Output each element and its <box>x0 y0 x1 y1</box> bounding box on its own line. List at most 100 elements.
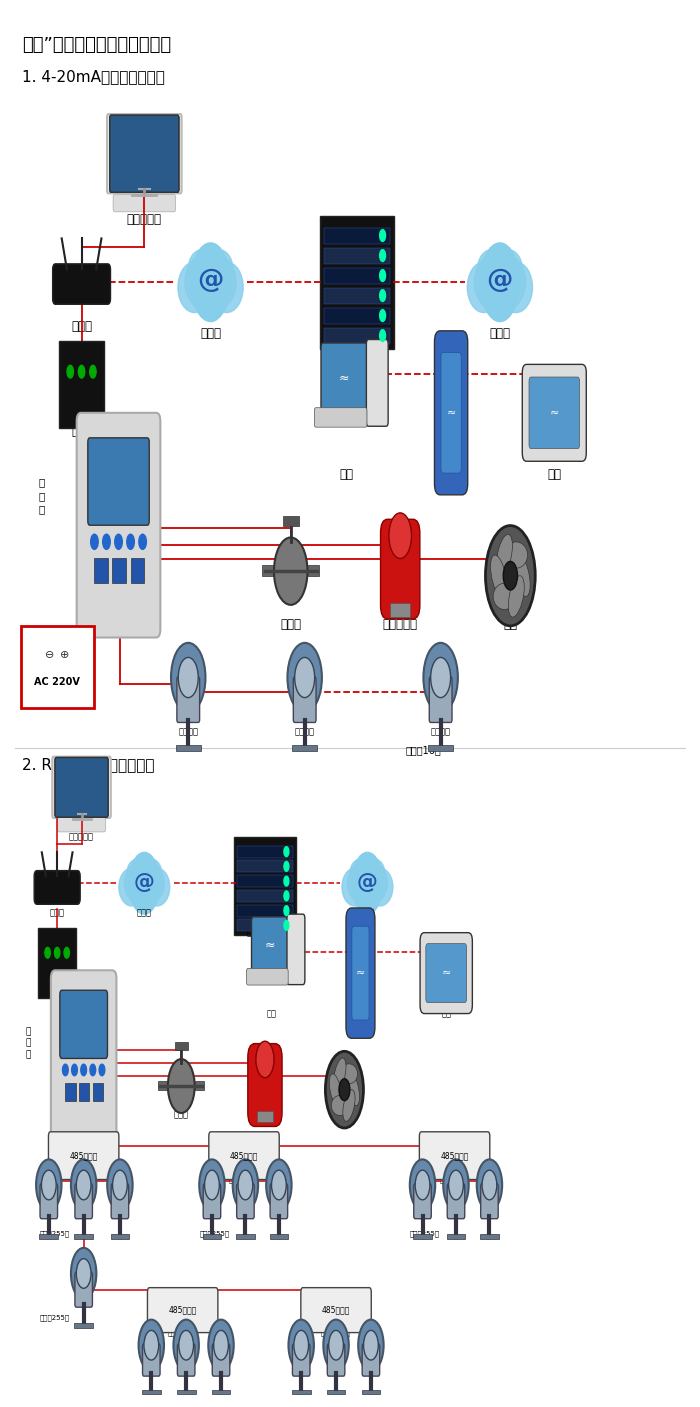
Bar <box>480 1234 499 1240</box>
Ellipse shape <box>119 868 145 906</box>
Bar <box>324 287 390 304</box>
Circle shape <box>284 891 289 900</box>
Ellipse shape <box>496 535 512 575</box>
Bar <box>308 564 319 575</box>
Circle shape <box>103 535 110 549</box>
Text: ≈: ≈ <box>442 968 451 978</box>
FancyBboxPatch shape <box>301 1287 371 1332</box>
Circle shape <box>363 1331 378 1361</box>
Bar <box>292 744 317 751</box>
Circle shape <box>410 1159 435 1210</box>
FancyBboxPatch shape <box>52 265 111 304</box>
Ellipse shape <box>347 1074 360 1106</box>
FancyBboxPatch shape <box>381 519 420 619</box>
FancyBboxPatch shape <box>426 944 467 1003</box>
Bar <box>142 1390 161 1394</box>
Text: 转换器: 转换器 <box>71 425 92 439</box>
FancyBboxPatch shape <box>447 1183 465 1218</box>
Circle shape <box>477 1159 502 1210</box>
Circle shape <box>284 906 289 916</box>
Bar <box>324 267 390 284</box>
Circle shape <box>127 535 134 549</box>
Circle shape <box>486 526 536 626</box>
Ellipse shape <box>125 861 164 906</box>
FancyBboxPatch shape <box>293 1344 310 1376</box>
Text: 485中继器: 485中继器 <box>230 1151 258 1161</box>
Circle shape <box>214 1331 228 1361</box>
Bar <box>327 1390 345 1394</box>
Text: @: @ <box>134 872 155 892</box>
Circle shape <box>284 861 289 871</box>
Circle shape <box>284 877 289 886</box>
Circle shape <box>71 1248 97 1299</box>
Text: 通
讯
线: 通 讯 线 <box>25 1027 31 1059</box>
Circle shape <box>379 249 386 262</box>
Circle shape <box>266 1159 292 1210</box>
Bar <box>113 559 126 584</box>
Circle shape <box>67 366 74 378</box>
FancyBboxPatch shape <box>203 1183 220 1218</box>
Circle shape <box>76 1171 91 1200</box>
Text: 声光报警器: 声光报警器 <box>253 1110 277 1120</box>
Text: 手机: 手机 <box>356 1010 365 1019</box>
Text: 电磁阀: 电磁阀 <box>280 618 301 630</box>
Circle shape <box>204 1171 219 1200</box>
Circle shape <box>91 535 98 549</box>
Text: 2. RS485信号连接系统图: 2. RS485信号连接系统图 <box>22 757 155 772</box>
Text: 可连接255台: 可连接255台 <box>167 1330 197 1337</box>
Circle shape <box>482 1171 497 1200</box>
FancyBboxPatch shape <box>287 915 305 985</box>
Text: 信号输出: 信号输出 <box>430 727 451 736</box>
FancyBboxPatch shape <box>48 1131 119 1179</box>
Ellipse shape <box>342 868 368 906</box>
FancyBboxPatch shape <box>414 1183 431 1218</box>
Circle shape <box>284 847 289 857</box>
Circle shape <box>90 1064 96 1076</box>
Circle shape <box>64 947 69 958</box>
Text: ≈: ≈ <box>356 968 365 978</box>
FancyBboxPatch shape <box>57 817 106 832</box>
Bar <box>237 919 293 931</box>
Bar <box>283 516 299 526</box>
Bar <box>65 1082 76 1102</box>
FancyBboxPatch shape <box>441 353 461 473</box>
Text: 信号输出: 信号输出 <box>178 727 198 736</box>
Bar <box>270 1234 288 1240</box>
Text: 可连接255台: 可连接255台 <box>40 1314 70 1321</box>
Circle shape <box>379 270 386 281</box>
Text: ≈: ≈ <box>339 371 349 384</box>
FancyBboxPatch shape <box>148 1287 218 1332</box>
FancyBboxPatch shape <box>34 871 80 905</box>
Text: 电磁阀: 电磁阀 <box>174 1110 189 1120</box>
Bar <box>236 1234 255 1240</box>
Circle shape <box>288 1320 314 1370</box>
Ellipse shape <box>475 252 526 312</box>
Text: 1. 4-20mA信号连接系统图: 1. 4-20mA信号连接系统图 <box>22 69 165 84</box>
Ellipse shape <box>350 858 373 885</box>
FancyBboxPatch shape <box>328 1344 345 1376</box>
Bar <box>361 1390 380 1394</box>
Text: 可连接255台: 可连接255台 <box>200 1230 230 1237</box>
Text: 可连接255台: 可连接255台 <box>229 1176 259 1183</box>
Text: 单机版电脑: 单机版电脑 <box>127 214 162 227</box>
Ellipse shape <box>347 861 387 906</box>
FancyBboxPatch shape <box>481 1183 498 1218</box>
Text: 路由器: 路由器 <box>50 909 64 917</box>
Bar <box>211 1390 230 1394</box>
Bar <box>39 1234 58 1240</box>
Text: 可连接255台: 可连接255台 <box>321 1330 351 1337</box>
FancyBboxPatch shape <box>177 1344 195 1376</box>
Text: 电脑: 电脑 <box>340 467 354 481</box>
Ellipse shape <box>334 1058 346 1089</box>
Circle shape <box>238 1171 253 1200</box>
Text: 可连接16个: 可连接16个 <box>406 746 442 756</box>
Circle shape <box>99 1064 105 1076</box>
Text: 485中继器: 485中继器 <box>440 1151 469 1161</box>
Circle shape <box>480 243 519 322</box>
Bar <box>324 328 390 343</box>
FancyBboxPatch shape <box>60 991 108 1058</box>
Text: 安帟尔网络服务器: 安帟尔网络服务器 <box>332 348 382 357</box>
Ellipse shape <box>178 262 211 312</box>
Ellipse shape <box>188 249 218 284</box>
Ellipse shape <box>494 584 516 609</box>
